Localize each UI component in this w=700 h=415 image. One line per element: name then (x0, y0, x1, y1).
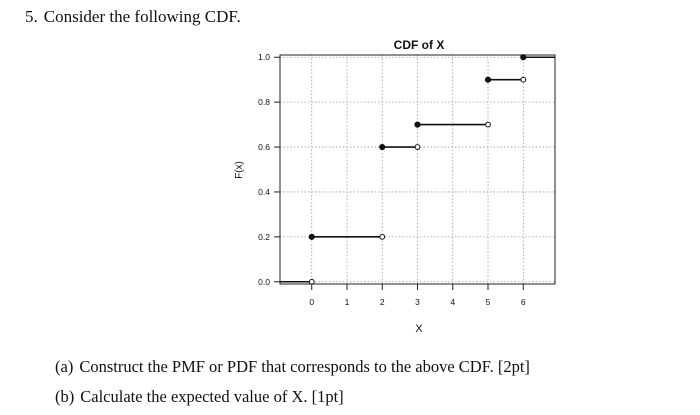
open-point-0 (308, 278, 315, 285)
x-axis-label: X (415, 323, 423, 335)
closed-point-1 (308, 233, 315, 240)
chart-title: CDF of X (394, 38, 445, 52)
open-point-1 (379, 233, 386, 240)
y-tick-label: 0.8 (258, 97, 270, 107)
y-tick-label: 0.4 (258, 187, 270, 197)
question-part-b: (b) Calculate the expected value of X. [1… (55, 387, 344, 407)
question-heading: 5. Consider the following CDF. (25, 7, 241, 27)
part-b-label: (b) (55, 387, 75, 406)
closed-point-5 (520, 54, 527, 61)
y-tick-label: 0.6 (258, 142, 270, 152)
y-axis: 0.0 0.2 0.4 0.6 0.8 1.0 (258, 52, 280, 287)
closed-point-3 (414, 121, 421, 128)
question-text: Consider the following CDF. (43, 7, 241, 26)
part-b-text: Calculate the expected value of X. [1pt] (80, 387, 344, 406)
plot-frame (279, 54, 556, 285)
step-series (280, 54, 555, 285)
part-a-text: Construct the PMF or PDF that correspond… (79, 357, 530, 376)
question-number: 5. (25, 7, 38, 26)
x-tick-label: 2 (380, 297, 385, 307)
x-tick-label: 5 (486, 297, 491, 307)
open-point-4 (520, 76, 527, 83)
open-point-3 (485, 121, 491, 128)
y-tick-label: 0.0 (258, 277, 270, 287)
x-tick-label: 0 (309, 297, 314, 307)
closed-point-2 (379, 143, 386, 151)
open-point-2 (414, 144, 421, 150)
x-tick-label: 4 (450, 297, 455, 307)
y-axis-label: F(x) (234, 161, 245, 179)
x-tick-label: 1 (345, 297, 350, 307)
closed-point-4 (484, 76, 492, 83)
chart-grid (280, 55, 555, 284)
y-tick-label: 1.0 (258, 52, 270, 62)
x-axis: 0 1 2 3 4 5 6 (309, 284, 526, 307)
question-part-a: (a) Construct the PMF or PDF that corresp… (55, 357, 530, 377)
y-tick-label: 0.2 (258, 232, 270, 242)
part-a-label: (a) (55, 357, 74, 376)
x-tick-label: 3 (415, 297, 420, 307)
x-tick-label: 6 (521, 297, 526, 307)
